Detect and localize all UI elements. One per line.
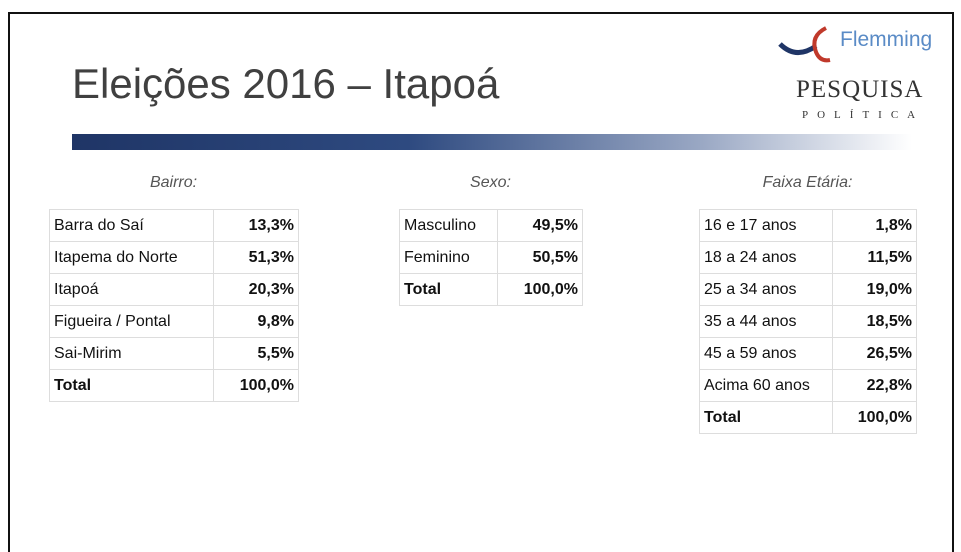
slide-title: Eleições 2016 – Itapoá xyxy=(72,60,500,107)
row-label: Total xyxy=(399,273,498,306)
row-value: 26,5% xyxy=(832,337,917,370)
table-row: Figueira / Pontal 9,8% xyxy=(49,305,299,338)
row-label: Itapema do Norte xyxy=(49,241,214,274)
table-row: Itapoá 20,3% xyxy=(49,273,299,306)
logo-mark xyxy=(778,26,831,63)
row-label: Itapoá xyxy=(49,273,214,306)
row-label: 18 a 24 anos xyxy=(699,241,833,274)
table-row: Total 100,0% xyxy=(699,401,917,434)
row-label: Masculino xyxy=(399,209,498,242)
table-row: Masculino 49,5% xyxy=(399,209,583,242)
row-value: 49,5% xyxy=(497,209,583,242)
row-value: 51,3% xyxy=(213,241,299,274)
table-row: Barra do Saí 13,3% xyxy=(49,209,299,242)
table-row: Sai-Mirim 5,5% xyxy=(49,337,299,370)
row-value: 100,0% xyxy=(213,369,299,402)
logo-brand: Flemming xyxy=(840,28,933,51)
row-value: 11,5% xyxy=(832,241,917,274)
table-row: 45 a 59 anos 26,5% xyxy=(699,337,917,370)
table-row: Total 100,0% xyxy=(399,273,583,306)
row-value: 20,3% xyxy=(213,273,299,306)
row-value: 22,8% xyxy=(832,369,917,402)
data-table: 16 e 17 anos 1,8% 18 a 24 anos 11,5% 25 a 34… xyxy=(699,209,917,434)
row-label: Feminino xyxy=(399,241,498,274)
row-label: Total xyxy=(49,369,214,402)
table-row: 16 e 17 anos 1,8% xyxy=(699,209,917,242)
table-row: Itapema do Norte 51,3% xyxy=(49,241,299,274)
table-row: Feminino 50,5% xyxy=(399,241,583,274)
header-bar xyxy=(72,134,912,150)
table-row: 35 a 44 anos 18,5% xyxy=(699,305,917,338)
row-label: Barra do Saí xyxy=(49,209,214,242)
row-value: 100,0% xyxy=(497,273,583,306)
row-value: 100,0% xyxy=(832,401,917,434)
row-label: 16 e 17 anos xyxy=(699,209,833,242)
row-label: Sai-Mirim xyxy=(49,337,214,370)
logo-line1: PESQUISA xyxy=(796,76,924,103)
row-value: 18,5% xyxy=(832,305,917,338)
table-row: 25 a 34 anos 19,0% xyxy=(699,273,917,306)
row-value: 9,8% xyxy=(213,305,299,338)
row-label: 25 a 34 anos xyxy=(699,273,833,306)
table-caption: Sexo: xyxy=(470,174,511,191)
table-caption: Faixa Etária: xyxy=(762,174,853,191)
row-label: 45 a 59 anos xyxy=(699,337,833,370)
row-value: 5,5% xyxy=(213,337,299,370)
table-row: Total 100,0% xyxy=(49,369,299,402)
table-caption: Bairro: xyxy=(149,174,198,191)
data-table: Masculino 49,5% Feminino 50,5% Total 100,0% xyxy=(399,209,583,306)
table-row: 18 a 24 anos 11,5% xyxy=(699,241,917,274)
row-value: 19,0% xyxy=(832,273,917,306)
row-value: 1,8% xyxy=(832,209,917,242)
row-value: 13,3% xyxy=(213,209,299,242)
data-table: Barra do Saí 13,3% Itapema do Norte 51,3% It… xyxy=(49,209,299,402)
row-label: Figueira / Pontal xyxy=(49,305,214,338)
row-label: Acima 60 anos xyxy=(699,369,833,402)
slide: Eleições 2016 – Itapoá Flemming PESQUISA… xyxy=(8,12,954,552)
table-row: Acima 60 anos 22,8% xyxy=(699,369,917,402)
row-label: 35 a 44 anos xyxy=(699,305,833,338)
logo-line2: POLÍTICA xyxy=(802,109,925,121)
row-label: Total xyxy=(699,401,833,434)
row-value: 50,5% xyxy=(497,241,583,274)
